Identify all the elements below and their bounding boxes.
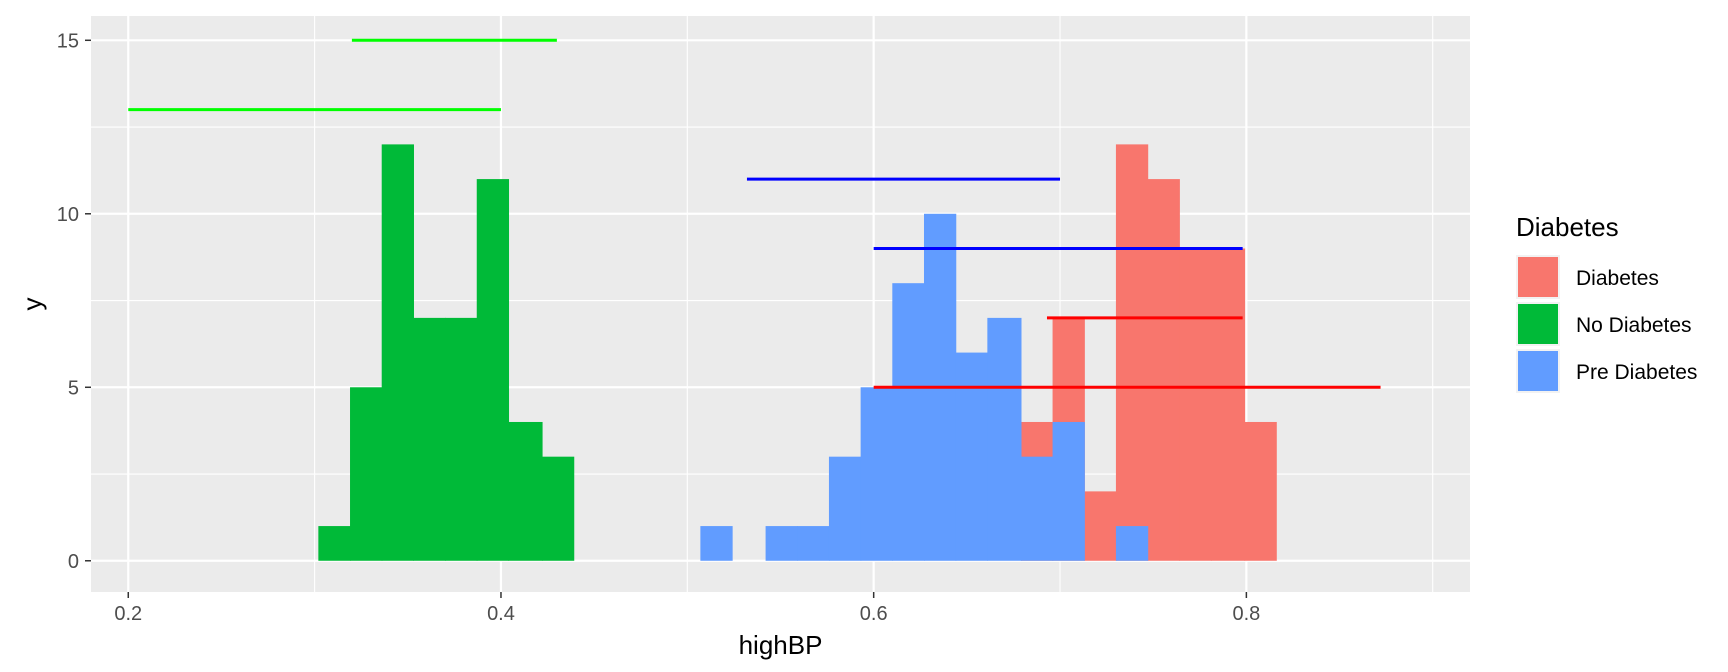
bar-pre-diabetes — [1052, 421, 1085, 561]
bar-no-diabetes — [541, 456, 575, 561]
bar-diabetes — [1244, 421, 1277, 561]
bar-no-diabetes — [318, 526, 351, 561]
legend-label: No Diabetes — [1576, 314, 1692, 337]
bar-diabetes — [1210, 248, 1246, 561]
bar-diabetes — [1115, 144, 1149, 561]
bar-no-diabetes — [413, 317, 446, 561]
bar-pre-diabetes — [1115, 526, 1149, 561]
y-axis: 0 5 10 15 — [57, 30, 91, 573]
bar-no-diabetes — [445, 317, 478, 561]
legend-label: Pre Diabetes — [1576, 361, 1697, 384]
bar-pre-diabetes — [892, 283, 925, 561]
bar-pre-diabetes — [828, 456, 862, 561]
legend-items: Diabetes No Diabetes Pre Diabetes — [1516, 255, 1697, 393]
bar-no-diabetes — [381, 144, 414, 561]
y-axis-title: y — [17, 298, 47, 311]
x-axis: 0.2 0.4 0.6 0.8 — [114, 592, 1260, 625]
legend-swatch — [1518, 257, 1558, 297]
bar-pre-diabetes — [955, 352, 988, 561]
bar-diabetes — [1084, 491, 1117, 561]
y-tick-label: 0 — [68, 551, 79, 573]
y-tick-label: 5 — [68, 377, 79, 399]
legend-label: Diabetes — [1576, 267, 1659, 290]
histogram-bars — [318, 144, 1277, 561]
legend-swatch — [1518, 351, 1558, 391]
bar-no-diabetes — [476, 179, 510, 561]
x-tick-label: 0.4 — [487, 603, 515, 625]
legend-title: Diabetes — [1516, 212, 1619, 242]
bar-no-diabetes — [508, 421, 543, 561]
bar-pre-diabetes — [797, 526, 830, 561]
y-tick-label: 15 — [57, 30, 79, 52]
bar-pre-diabetes — [860, 387, 893, 561]
bar-no-diabetes — [350, 387, 383, 561]
x-tick-label: 0.2 — [114, 603, 142, 625]
bar-pre-diabetes — [700, 526, 733, 561]
y-tick-label: 10 — [57, 204, 79, 226]
range-segments — [128, 38, 1381, 389]
bar-pre-diabetes — [765, 526, 798, 561]
legend-swatch — [1518, 304, 1558, 344]
legend: Diabetes Diabetes No Diabetes Pre Diabetes — [1516, 212, 1697, 393]
bar-diabetes — [1147, 179, 1180, 561]
x-axis-title: highBP — [739, 630, 823, 660]
bar-diabetes — [1179, 248, 1212, 561]
bar-pre-diabetes — [987, 317, 1022, 561]
x-tick-label: 0.8 — [1232, 603, 1260, 625]
bar-pre-diabetes — [1020, 456, 1054, 561]
x-tick-label: 0.6 — [860, 603, 888, 625]
